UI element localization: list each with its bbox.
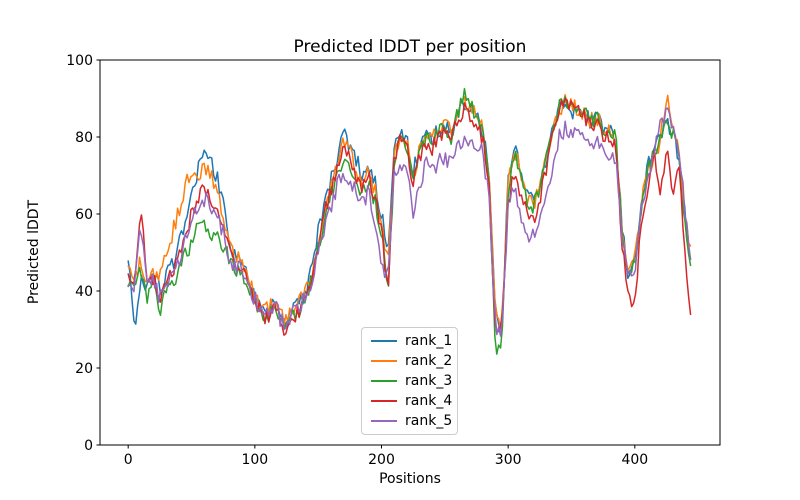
- y-tick-label: 100: [66, 53, 93, 69]
- legend-line-swatch: [371, 420, 397, 422]
- plot-lines: [127, 87, 692, 355]
- legend-item-rank_3: rank_3: [371, 372, 457, 391]
- series-line-rank_2: [127, 94, 692, 330]
- legend-label: rank_3: [405, 373, 453, 389]
- y-tick-label: 0: [84, 438, 93, 454]
- chart-title: Predicted lDDT per position: [294, 37, 527, 57]
- legend-line-swatch: [371, 380, 397, 382]
- series-line-rank_3: [127, 87, 692, 355]
- series-line-rank_5: [127, 107, 692, 337]
- y-axis-label: Predicted lDDT: [26, 199, 42, 304]
- x-tick-label: 400: [621, 452, 648, 468]
- legend-line-swatch: [371, 360, 397, 362]
- legend-label: rank_2: [405, 353, 453, 369]
- y-tick-label: 40: [75, 284, 93, 300]
- legend-label: rank_1: [405, 333, 453, 349]
- axis-ticks: 0 100 200 300 400 0 20 40 60 80 100: [66, 53, 648, 468]
- legend-label: rank_4: [405, 393, 453, 409]
- legend-item-rank_5: rank_5: [371, 412, 457, 431]
- axes-spines: [99, 59, 721, 446]
- y-tick-label: 20: [75, 361, 93, 377]
- x-tick-label: 300: [495, 452, 522, 468]
- legend-line-swatch: [371, 340, 397, 342]
- x-tick-label: 0: [124, 452, 133, 468]
- legend-item-rank_1: rank_1: [371, 332, 457, 351]
- legend-item-rank_4: rank_4: [371, 392, 457, 411]
- legend-item-rank_2: rank_2: [371, 352, 457, 371]
- series-line-rank_4: [127, 97, 692, 336]
- y-tick-label: 80: [75, 130, 93, 146]
- x-axis-label: Positions: [379, 471, 441, 487]
- legend: rank_1 rank_2 rank_3 rank_4 rank_5: [361, 327, 458, 435]
- x-tick-label: 100: [241, 452, 268, 468]
- legend-label: rank_5: [405, 413, 453, 429]
- x-tick-label: 200: [368, 452, 395, 468]
- legend-line-swatch: [371, 400, 397, 402]
- y-tick-label: 60: [75, 207, 93, 223]
